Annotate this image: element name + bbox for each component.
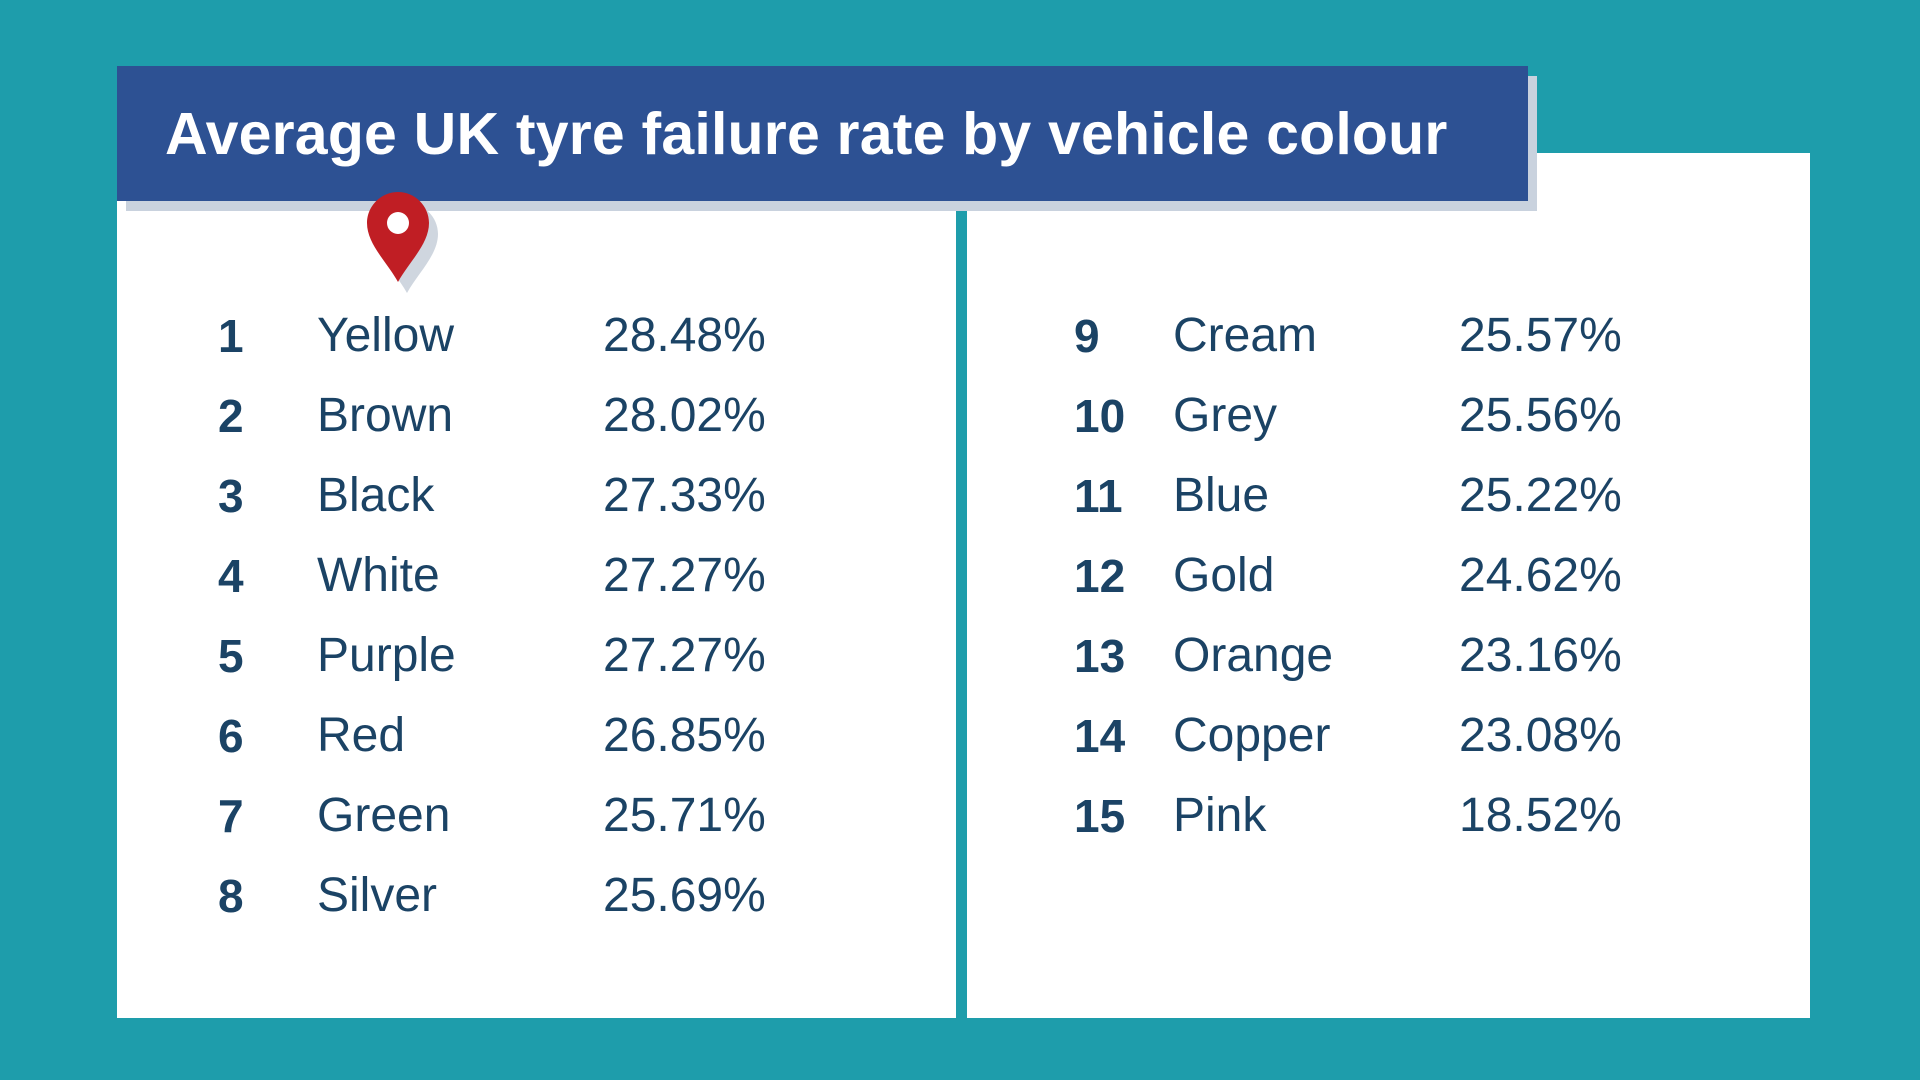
rank-number: 14: [1074, 710, 1126, 762]
rank-number: 1: [218, 310, 244, 362]
failure-rate-value: 25.56%: [1459, 389, 1622, 442]
colour-name: Pink: [1173, 789, 1267, 842]
table-row: 1 Yellow 28.48%: [218, 306, 858, 386]
table-row: 13 Orange 23.16%: [1074, 626, 1714, 706]
right-panel: [967, 153, 1810, 1018]
colour-name: Orange: [1173, 629, 1334, 682]
colour-name: Yellow: [317, 309, 454, 362]
title-banner: Average UK tyre failure rate by vehicle …: [117, 66, 1528, 201]
rank-number: 6: [218, 710, 244, 762]
rank-number: 2: [218, 390, 244, 442]
failure-rate-value: 27.27%: [603, 549, 766, 602]
failure-rate-value: 25.22%: [1459, 469, 1622, 522]
rank-number: 13: [1074, 630, 1126, 682]
colour-name: Silver: [317, 869, 438, 922]
rank-number: 7: [218, 790, 244, 842]
table-row: 3 Black 27.33%: [218, 466, 858, 546]
failure-rate-value: 23.08%: [1459, 709, 1622, 762]
table-row: 6 Red 26.85%: [218, 706, 858, 786]
failure-rate-value: 26.85%: [603, 709, 766, 762]
colour-name: Grey: [1173, 389, 1278, 442]
rank-number: 3: [218, 470, 244, 522]
failure-rate-value: 25.69%: [603, 869, 766, 922]
colour-name: Blue: [1173, 469, 1270, 522]
rank-number: 9: [1074, 310, 1100, 362]
rank-number: 15: [1074, 790, 1126, 842]
failure-rate-value: 27.27%: [603, 629, 766, 682]
colour-name: Gold: [1173, 549, 1275, 602]
failure-rate-value: 23.16%: [1459, 629, 1622, 682]
colour-name: Cream: [1173, 309, 1318, 362]
colour-name: Black: [317, 469, 435, 522]
failure-rate-value: 18.52%: [1459, 789, 1622, 842]
table-row: 8 Silver 25.69%: [218, 866, 858, 946]
rank-number: 8: [218, 870, 244, 922]
ranking-list-right: 9 Cream 25.57% 10 Grey 25.56% 11 Blue 25.22% 12 Go…: [1074, 306, 1714, 866]
table-row: 4 White 27.27%: [218, 546, 858, 626]
colour-name: White: [317, 549, 440, 602]
failure-rate-value: 28.02%: [603, 389, 766, 442]
colour-name: Red: [317, 709, 406, 762]
failure-rate-value: 28.48%: [603, 309, 766, 362]
colour-name: Purple: [317, 629, 456, 682]
table-row: 11 Blue 25.22%: [1074, 466, 1714, 546]
table-row: 9 Cream 25.57%: [1074, 306, 1714, 386]
chart-title: Average UK tyre failure rate by vehicle …: [165, 100, 1448, 167]
table-row: 5 Purple 27.27%: [218, 626, 858, 706]
failure-rate-value: 27.33%: [603, 469, 766, 522]
colour-name: Copper: [1173, 709, 1331, 762]
rank-number: 12: [1074, 550, 1126, 602]
failure-rate-value: 25.57%: [1459, 309, 1622, 362]
rank-number: 10: [1074, 390, 1126, 442]
rank-number: 11: [1074, 470, 1123, 522]
ranking-list-left: 1 Yellow 28.48% 2 Brown 28.02% 3 Black 27.33% 4 Wh…: [218, 306, 858, 946]
table-row: 7 Green 25.71%: [218, 786, 858, 866]
map-pin-icon: [367, 192, 438, 293]
table-row: 2 Brown 28.02%: [218, 386, 858, 466]
rank-number: 5: [218, 630, 244, 682]
table-row: 15 Pink 18.52%: [1074, 786, 1714, 866]
table-row: 10 Grey 25.56%: [1074, 386, 1714, 466]
failure-rate-value: 25.71%: [603, 789, 766, 842]
rank-number: 4: [218, 550, 244, 602]
table-row: 12 Gold 24.62%: [1074, 546, 1714, 626]
failure-rate-value: 24.62%: [1459, 549, 1622, 602]
colour-name: Green: [317, 789, 451, 842]
left-panel: [117, 66, 956, 1018]
table-row: 14 Copper 23.08%: [1074, 706, 1714, 786]
colour-name: Brown: [317, 389, 454, 442]
